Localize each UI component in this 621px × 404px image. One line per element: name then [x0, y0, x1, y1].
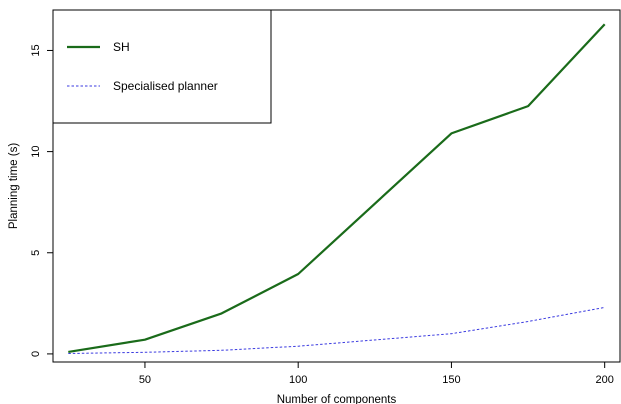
plot-area	[52, 9, 621, 363]
x-axis-title: Number of components	[277, 394, 397, 404]
y-axis: 0 5 10 15	[30, 44, 53, 357]
plot-border	[52, 9, 621, 363]
series-layer	[68, 23, 606, 354]
legend: SH Specialised planner	[52, 9, 272, 124]
y-tick-label: 10	[30, 145, 42, 157]
y-axis-title: Planning time (s)	[8, 143, 20, 229]
x-tick-label: 200	[595, 374, 613, 386]
x-axis: 50 100 150 200	[139, 362, 614, 386]
y-tick-label: 5	[30, 250, 42, 256]
series-line-specialised-planner	[68, 306, 605, 354]
x-tick-label: 100	[289, 374, 307, 386]
series-line-sh	[68, 23, 606, 353]
y-tick-label: 0	[30, 351, 42, 357]
legend-label: SH	[113, 40, 130, 54]
x-tick-label: 50	[139, 374, 151, 386]
legend-box	[52, 9, 272, 124]
y-tick-label: 15	[30, 44, 42, 56]
legend-label: Specialised planner	[113, 79, 218, 93]
x-tick-label: 150	[442, 374, 460, 386]
